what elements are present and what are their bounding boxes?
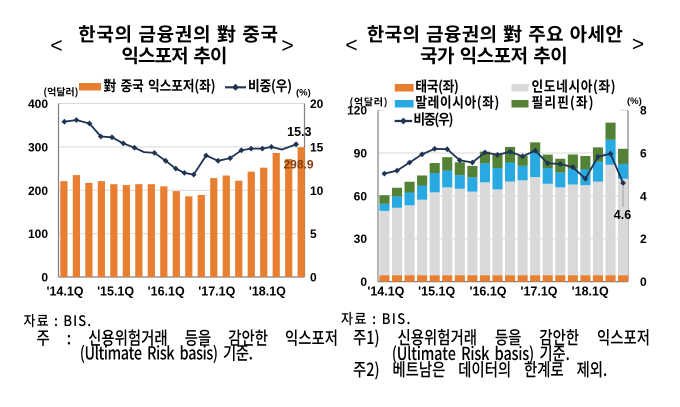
svg-text:4.6: 4.6 <box>614 208 631 222</box>
svg-text:'15.1Q: '15.1Q <box>418 285 455 299</box>
svg-text:200: 200 <box>28 184 48 198</box>
svg-text:'14.1Q: '14.1Q <box>46 285 83 299</box>
svg-text:<: < <box>50 35 62 58</box>
svg-text:400: 400 <box>28 97 48 111</box>
svg-text:120: 120 <box>347 104 367 118</box>
svg-text:2: 2 <box>640 232 647 246</box>
svg-text:8: 8 <box>640 104 647 118</box>
svg-text:<: < <box>345 34 357 57</box>
svg-text:15: 15 <box>310 140 324 154</box>
svg-text:(%): (%) <box>627 96 642 107</box>
svg-text:20: 20 <box>310 97 324 111</box>
svg-text:90: 90 <box>354 147 368 161</box>
svg-text:6: 6 <box>640 147 647 161</box>
svg-text:100: 100 <box>28 227 48 241</box>
svg-text:'16.1Q: '16.1Q <box>469 285 506 299</box>
svg-text:>: > <box>281 35 293 58</box>
svg-text:0: 0 <box>310 271 317 285</box>
svg-text:>: > <box>632 33 644 56</box>
svg-text:'14.1Q: '14.1Q <box>367 285 404 299</box>
svg-text:'15.1Q: '15.1Q <box>97 285 134 299</box>
svg-text:(%): (%) <box>296 88 311 99</box>
svg-text:60: 60 <box>354 189 368 203</box>
svg-text:0: 0 <box>360 275 367 289</box>
svg-text:10: 10 <box>310 184 324 198</box>
svg-text:'16.1Q: '16.1Q <box>148 285 185 299</box>
svg-text:5: 5 <box>310 227 317 241</box>
svg-text:'18.1Q: '18.1Q <box>572 285 609 299</box>
svg-text:30: 30 <box>354 232 368 246</box>
svg-text:'18.1Q: '18.1Q <box>249 285 286 299</box>
svg-text:298.9: 298.9 <box>283 158 313 172</box>
svg-text:15.3: 15.3 <box>287 125 311 139</box>
svg-text:300: 300 <box>28 140 48 154</box>
svg-text:'17.1Q: '17.1Q <box>520 285 557 299</box>
svg-text:4: 4 <box>640 189 647 203</box>
svg-text:'17.1Q: '17.1Q <box>198 285 235 299</box>
svg-text:0: 0 <box>41 271 48 285</box>
svg-text:0: 0 <box>640 275 647 289</box>
